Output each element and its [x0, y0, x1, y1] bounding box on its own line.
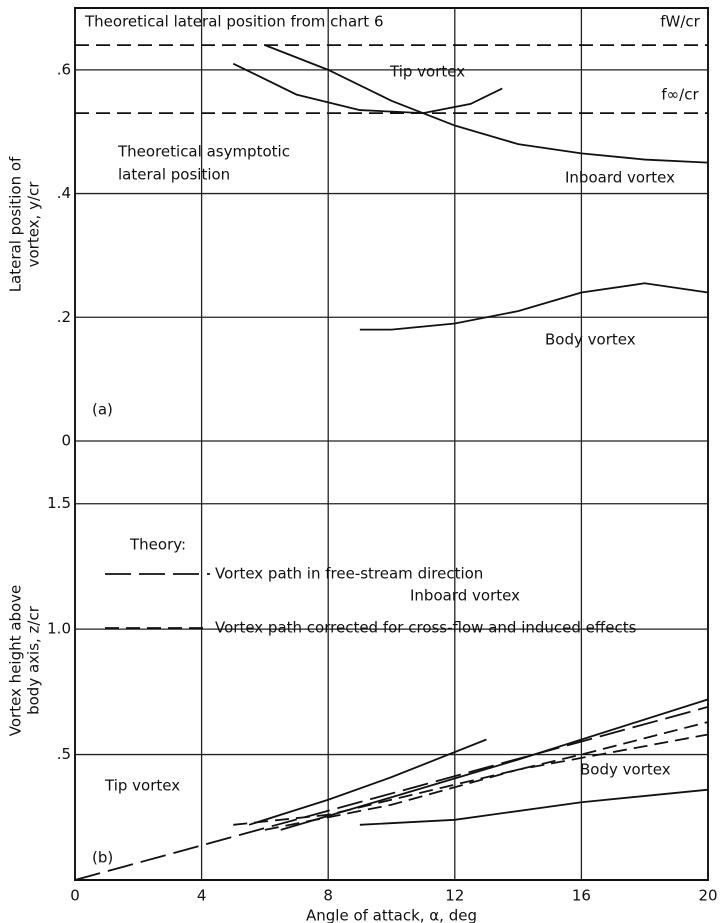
annotation: lateral position: [118, 166, 230, 184]
data-line: [248, 738, 487, 826]
series-label: f∞/cr: [661, 86, 699, 104]
series-label: fW/cr: [660, 13, 700, 31]
series-label: Inboard vortex: [565, 169, 675, 187]
legend-title: Theory:: [129, 536, 186, 554]
y-axis-label: Vortex height above: [7, 585, 25, 737]
series-label: Body vortex: [545, 331, 636, 349]
y-axis-label: body axis, z/cr: [25, 605, 43, 715]
y-axis-label: vortex, y/cr: [25, 181, 43, 268]
y-tick-label: 0: [61, 432, 71, 450]
x-tick-label: 0: [70, 887, 80, 905]
x-tick-label: 4: [197, 887, 207, 905]
data-line: [264, 44, 709, 164]
x-tick-label: 8: [323, 887, 333, 905]
panel-label: (b): [92, 849, 113, 867]
series-label: Tip vortex: [389, 63, 465, 81]
plot-frame: [74, 7, 709, 881]
data-line: [359, 282, 709, 331]
y-tick-label: 1.0: [47, 620, 71, 638]
y-tick-label: 1.5: [47, 494, 71, 512]
series-label: Inboard vortex: [410, 587, 520, 605]
y-axis-label: Lateral position of: [7, 156, 25, 292]
series-label: Tip vortex: [104, 777, 180, 795]
x-tick-label: 20: [698, 887, 717, 905]
data-line: [280, 698, 709, 831]
series-label: Body vortex: [580, 761, 671, 779]
data-line: [359, 788, 709, 826]
y-tick-label: .4: [57, 184, 71, 202]
data-line: [264, 733, 709, 831]
x-tick-label: 12: [445, 887, 464, 905]
data-line: [233, 721, 709, 826]
x-tick-label: 16: [572, 887, 591, 905]
annotation: Theoretical lateral position from chart …: [84, 13, 384, 31]
panel-label: (a): [92, 401, 113, 419]
legend-label: Vortex path corrected for cross-flow and…: [215, 619, 637, 637]
y-tick-label: .2: [57, 308, 71, 326]
legend-label: Vortex path in free-stream direction: [215, 565, 483, 583]
data-line: [74, 706, 709, 881]
annotation: Theoretical asymptotic: [117, 143, 290, 161]
y-tick-label: .6: [57, 60, 71, 78]
x-axis-label: Angle of attack, α, deg: [306, 907, 477, 923]
y-tick-label: .5: [57, 745, 71, 763]
data-line: [232, 62, 503, 115]
